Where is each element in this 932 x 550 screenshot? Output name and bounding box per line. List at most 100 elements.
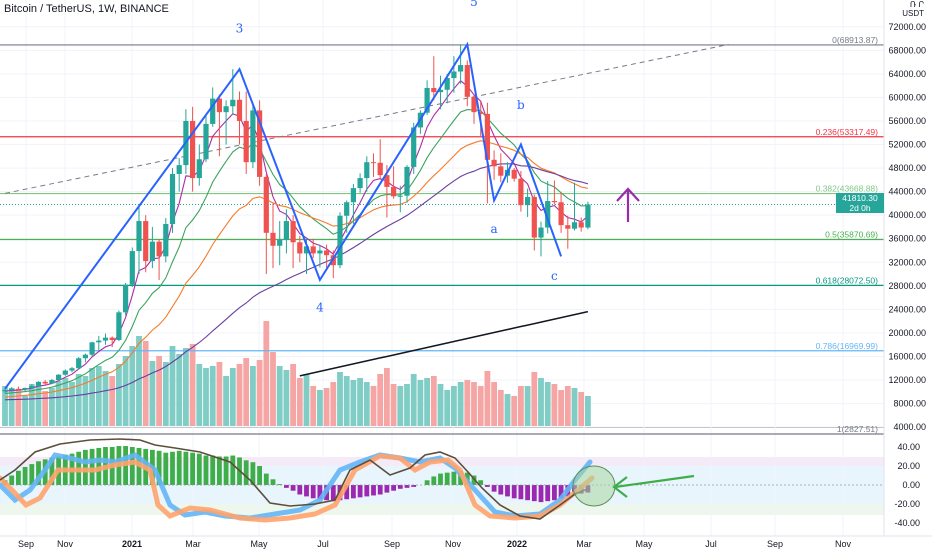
price-tick-label: 4000.00 — [893, 422, 926, 432]
volume-bar — [524, 386, 531, 426]
volume-bar — [504, 394, 511, 426]
wave-label-b: b — [517, 98, 525, 112]
price-axis-unit: Ռ Ր USDT — [902, 0, 924, 18]
candle-body — [350, 188, 356, 203]
price-tick-label: 48000.00 — [888, 163, 926, 173]
histogram-bar — [525, 485, 530, 501]
candle-body — [377, 162, 383, 176]
price-tick-label: 16000.00 — [888, 351, 926, 361]
candle-body — [102, 337, 109, 341]
candle-body — [397, 195, 403, 197]
volume-bar — [236, 364, 243, 426]
candle-body — [15, 388, 21, 390]
volume-bar — [89, 368, 95, 426]
volume-bar — [116, 364, 122, 426]
candle-body — [317, 250, 323, 254]
wave-path — [4, 41, 563, 390]
volume-bar — [75, 374, 82, 426]
histogram-bar — [36, 461, 41, 485]
volume-bar — [464, 380, 471, 426]
last-price-value: 41810.30 — [842, 193, 878, 203]
volume-bar — [451, 386, 457, 426]
price-tick-label: 56000.00 — [888, 116, 926, 126]
osc-tick-label: 20.00 — [897, 461, 920, 471]
price-tick-label: 12000.00 — [888, 375, 926, 385]
candle-body — [116, 312, 122, 340]
candle-body — [236, 99, 243, 121]
volume-bar — [337, 372, 343, 426]
volume-bar — [95, 366, 102, 426]
volume-bar — [22, 396, 28, 426]
candle-body — [156, 241, 162, 257]
candle-body — [243, 120, 249, 163]
volume-bar — [551, 384, 558, 426]
histogram-bar — [471, 475, 477, 485]
candle-body — [22, 387, 28, 390]
candle-body — [518, 178, 524, 206]
volume-bar — [256, 360, 263, 426]
histogram-bar — [230, 455, 236, 485]
price-tick-label: 8000.00 — [893, 399, 926, 409]
histogram-bar — [377, 485, 383, 495]
osc-orange-band — [0, 453, 595, 523]
fib-level-label: 0.5(35870.69) — [825, 229, 878, 239]
histogram-bar — [371, 485, 376, 496]
fib-level-label: 0.618(28072.50) — [816, 275, 879, 285]
price-tick-label: 52000.00 — [888, 140, 926, 150]
histogram-bar — [491, 485, 497, 492]
histogram-bar — [498, 485, 504, 495]
histogram-bar — [263, 473, 269, 485]
candle-body — [203, 123, 209, 160]
price-tick-label: 20000.00 — [888, 328, 926, 338]
fib-level-label: 0.786(16969.99) — [816, 341, 879, 351]
volume-bar — [122, 356, 129, 426]
volume-bar — [42, 391, 49, 426]
volume-bar — [484, 371, 491, 426]
candle-body — [129, 251, 135, 285]
last-price-badge[interactable]: 41810.30 2d 0h — [836, 193, 884, 213]
left-arrow-icon — [612, 474, 695, 498]
osc-signal-line — [0, 438, 591, 520]
volume-bar — [430, 376, 437, 426]
wave-label-c: c — [551, 269, 558, 283]
volume-bar — [2, 386, 8, 426]
histogram-bar — [478, 480, 484, 485]
histogram-bar — [357, 485, 363, 498]
histogram-bar — [511, 485, 517, 499]
candle-body — [538, 227, 544, 238]
volume-bar — [370, 386, 377, 426]
candle-body — [35, 381, 42, 386]
volume-bar — [357, 378, 363, 426]
candle-body — [551, 201, 557, 203]
candle-body — [163, 224, 169, 257]
candle-body — [411, 127, 417, 167]
volume-bar — [109, 376, 116, 426]
candle-body — [290, 221, 296, 243]
histogram-bar — [485, 485, 490, 487]
time-tick-label: Nov — [445, 539, 462, 549]
osc-tick-label: 0.00 — [902, 480, 920, 490]
volume-bar — [390, 384, 397, 426]
candle-body — [451, 71, 457, 78]
price-tick-label: 40000.00 — [888, 210, 926, 220]
candle-body — [303, 246, 310, 254]
candle-body — [484, 113, 490, 160]
candle-body — [216, 98, 222, 113]
volume-bar — [176, 354, 183, 426]
candle-body — [337, 215, 343, 266]
candle-body — [471, 96, 477, 113]
candle-body — [42, 381, 48, 384]
histogram-bar — [183, 451, 189, 485]
candle-body — [324, 250, 330, 256]
volume-bar — [343, 376, 350, 426]
price-tick-label: 24000.00 — [888, 304, 926, 314]
trendlines — [4, 43, 729, 194]
volume-bar — [317, 390, 323, 426]
histogram-bar — [217, 456, 222, 485]
candle-body — [491, 159, 497, 167]
candle-body — [585, 204, 591, 228]
ma-long-line — [4, 140, 589, 398]
price-tick-label: 28000.00 — [888, 281, 926, 291]
volume-bar — [290, 364, 296, 426]
